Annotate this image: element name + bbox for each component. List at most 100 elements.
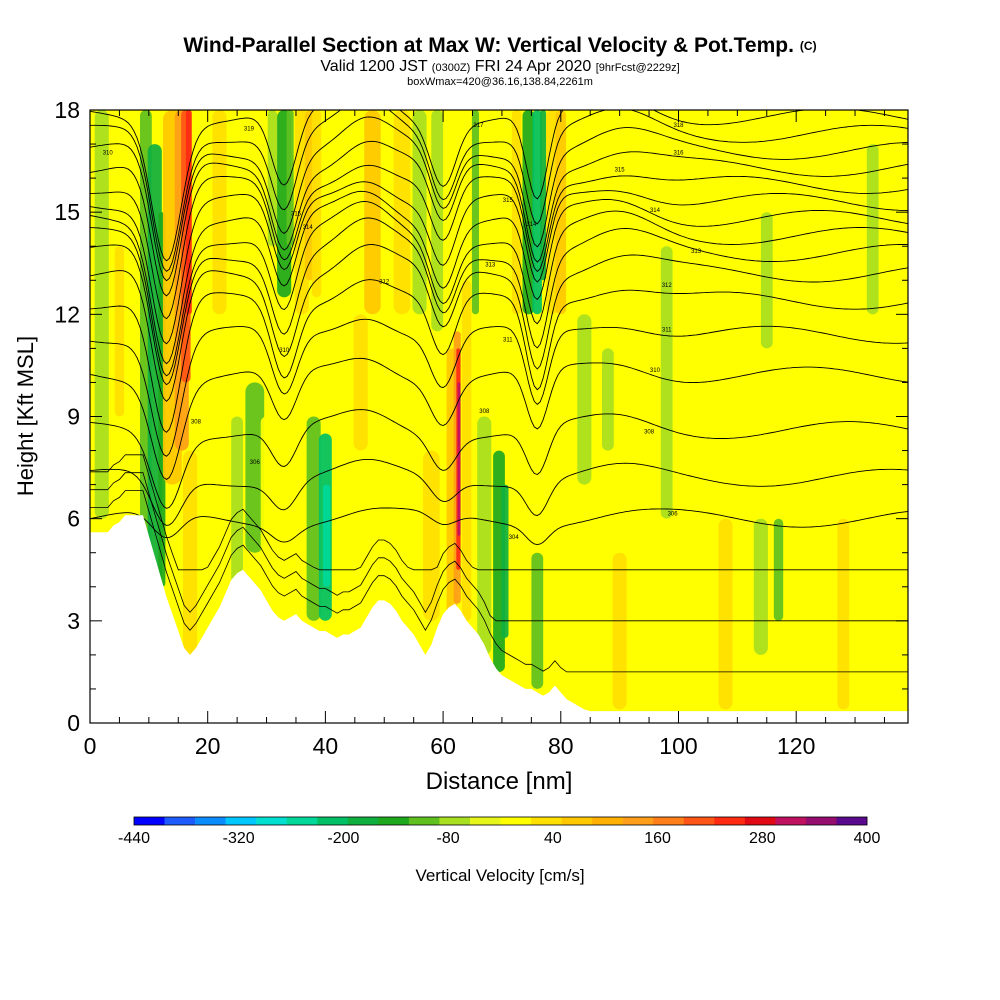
colorbar-swatch: [470, 817, 501, 825]
isentrope-label: 308: [191, 419, 202, 425]
colorbar-frame: [133, 816, 868, 826]
isentrope-contours: [90, 110, 908, 673]
isentrope-label: 311: [662, 327, 672, 333]
x-axis-label: Distance [nm]: [426, 768, 573, 795]
isentrope-line: [90, 110, 908, 272]
velocity-streak: [660, 246, 673, 519]
velocity-streak: [501, 484, 509, 638]
isentrope-label: 314: [650, 208, 661, 214]
colorbar-tick-label: -80: [437, 830, 460, 847]
isentrope-label: 310: [279, 348, 290, 354]
velocity-streak: [393, 110, 411, 315]
velocity-streak: [696, 110, 708, 315]
colorbar-swatch: [592, 817, 623, 825]
velocity-streak: [866, 144, 879, 315]
isentrope-line: [90, 454, 908, 571]
velocity-streak: [353, 314, 368, 451]
velocity-streak: [323, 484, 331, 587]
colorbar-swatch: [714, 817, 746, 825]
x-tick-label: 120: [777, 733, 815, 759]
velocity-streak: [212, 110, 227, 315]
isentrope-label: 315: [291, 212, 302, 218]
velocity-streak: [245, 382, 265, 553]
isentrope-line: [90, 201, 908, 377]
colorbar-swatch: [744, 817, 776, 825]
colorbar-tick-label: 280: [749, 830, 776, 847]
velocity-streak: [532, 110, 542, 315]
velocity-streak: [718, 518, 733, 710]
isentrope-line: [90, 217, 908, 386]
isentrope-label: 314: [526, 222, 537, 228]
colorbar-swatch: [439, 817, 471, 825]
colorbar-swatch: [134, 817, 165, 825]
colorbar-tick-label: -200: [327, 830, 359, 847]
axis-ticks: [89, 109, 908, 724]
isentrope-label: 310: [650, 368, 661, 374]
isentrope-label: 318: [673, 123, 684, 129]
isentrope-label: 315: [503, 198, 514, 204]
isentrope-line: [90, 164, 908, 320]
isentrope-label: 314: [303, 225, 314, 231]
y-axis-label: Height [Kft MSL]: [13, 336, 38, 496]
isentrope-label: 312: [662, 283, 673, 289]
colorbar-swatch: [347, 817, 379, 825]
isentrope-line: [90, 110, 908, 262]
y-tick-label: 15: [54, 199, 80, 225]
colorbar-tick-label: -440: [118, 830, 150, 847]
y-tick-label: 6: [67, 506, 80, 532]
plot-area: 310 319 317 318 316 315 314 313 312 311 310 308 306 3…: [90, 110, 908, 723]
isentrope-label: 306: [250, 460, 261, 466]
colorbar-swatch: [683, 817, 715, 825]
x-tick-label: 0: [84, 733, 97, 759]
velocity-streak: [753, 518, 768, 655]
valid-time: Valid 1200 JST: [320, 58, 428, 75]
isentrope-line: [90, 279, 908, 433]
velocity-streak: [583, 552, 598, 710]
isentrope-line: [90, 318, 908, 457]
isentrope-line: [90, 409, 908, 509]
velocity-streak: [200, 314, 215, 417]
colorbar-swatch: [653, 817, 684, 825]
velocity-streak: [643, 518, 655, 710]
valid-date: FRI 24 Apr 2020: [474, 58, 592, 75]
colorbar: [133, 816, 868, 826]
velocity-streak: [612, 110, 627, 315]
chart-title: Wind-Parallel Section at Max W: Vertical…: [0, 34, 1000, 58]
colorbar-tick-label: 40: [544, 830, 562, 847]
isentrope-line: [90, 140, 908, 297]
copyright-mark: (C): [799, 39, 817, 53]
isentrope-label: 312: [379, 280, 390, 286]
velocity-streak: [423, 450, 440, 621]
isentrope-label: 306: [668, 511, 679, 517]
velocity-streak: [760, 212, 773, 349]
isentrope-label: 316: [673, 150, 684, 156]
colorbar-swatch: [286, 817, 318, 825]
x-tick-label: 20: [195, 733, 221, 759]
velocity-streak: [114, 246, 125, 417]
isentrope-line: [90, 458, 908, 526]
velocity-streak: [555, 110, 567, 315]
colorbar-swatch: [561, 817, 593, 825]
velocity-streak: [883, 518, 898, 710]
velocity-streak: [343, 110, 355, 247]
box-wmax-info: boxWmax=420@36.16,138.84,2261m: [407, 76, 593, 88]
colorbar-swatch: [836, 817, 868, 825]
isentrope-line: [90, 116, 908, 282]
velocity-streak: [602, 348, 614, 451]
velocity-streak: [198, 416, 211, 655]
isentrope-label: 315: [615, 167, 626, 173]
colorbar-tick-label: 400: [854, 830, 881, 847]
y-tick-labels: 0 3 6 9 12 15 18: [54, 97, 80, 736]
velocity-streak: [311, 110, 322, 298]
isentrope-label: 311: [503, 338, 513, 344]
isentrope-label: 319: [244, 126, 255, 132]
isentrope-line: [90, 181, 908, 345]
colorbar-swatch: [408, 817, 440, 825]
x-tick-label: 100: [659, 733, 697, 759]
isentrope-label: 313: [691, 249, 702, 255]
colorbar-swatch: [500, 817, 532, 825]
isentrope-line: [90, 190, 908, 365]
isentrope-label: 308: [479, 409, 490, 415]
isentrope-line: [90, 507, 908, 546]
utc-time: (0300Z): [431, 62, 471, 74]
